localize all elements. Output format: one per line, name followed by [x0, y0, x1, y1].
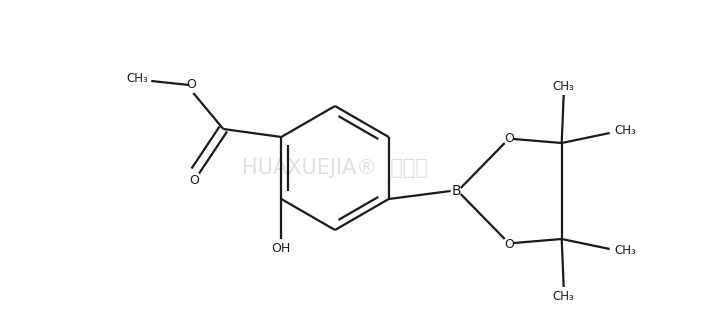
- Text: O: O: [504, 238, 513, 251]
- Text: OH: OH: [271, 243, 291, 255]
- Text: O: O: [504, 131, 513, 144]
- Text: B: B: [452, 184, 461, 198]
- Text: HUAXUEJIA®  化学加: HUAXUEJIA® 化学加: [242, 158, 428, 178]
- Text: CH₃: CH₃: [553, 290, 575, 302]
- Text: CH₃: CH₃: [126, 72, 148, 84]
- Text: CH₃: CH₃: [615, 125, 637, 137]
- Text: O: O: [189, 174, 199, 187]
- Text: CH₃: CH₃: [553, 80, 575, 92]
- Text: O: O: [186, 78, 196, 90]
- Text: CH₃: CH₃: [615, 245, 637, 257]
